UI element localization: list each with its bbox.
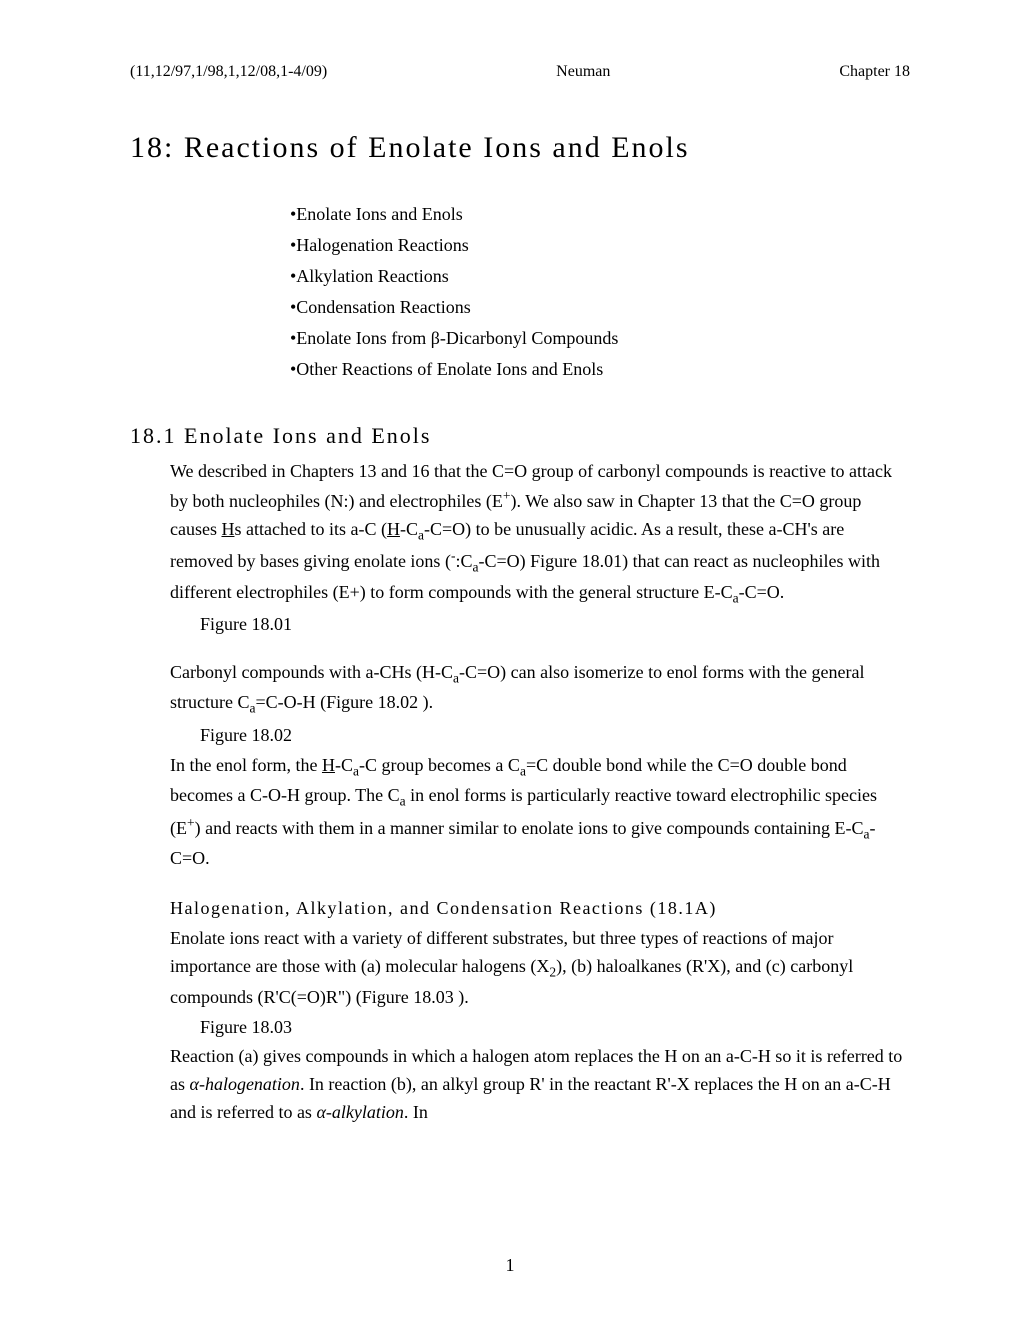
- toc-item: •Halogenation Reactions: [290, 232, 910, 260]
- toc-item: •Condensation Reactions: [290, 294, 910, 322]
- text: -C: [400, 519, 418, 539]
- toc-item: •Alkylation Reactions: [290, 263, 910, 291]
- text: -C: [335, 755, 353, 775]
- figure-ref-2: Figure 18.02: [200, 722, 910, 750]
- table-of-contents: •Enolate Ions and Enols •Halogenation Re…: [290, 201, 910, 383]
- page-header: (11,12/97,1/98,1,12/08,1-4/09) Neuman Ch…: [130, 60, 910, 85]
- body-text: We described in Chapters 13 and 16 that …: [170, 458, 910, 1127]
- text: :C: [455, 551, 472, 571]
- subsection-heading: Halogenation, Alkylation, and Condensati…: [170, 895, 910, 923]
- figure-ref-1: Figure 18.01: [200, 611, 910, 639]
- figure-ref-3: Figure 18.03: [200, 1014, 910, 1042]
- paragraph-1: We described in Chapters 13 and 16 that …: [170, 458, 910, 609]
- header-right: Chapter 18: [839, 60, 910, 85]
- paragraph-2: Carbonyl compounds with a-CHs (H-Ca-C=O)…: [170, 659, 910, 720]
- chapter-title: 18: Reactions of Enolate Ions and Enols: [130, 125, 910, 172]
- superscript-plus: +: [503, 488, 511, 503]
- section-heading: 18.1 Enolate Ions and Enols: [130, 419, 910, 453]
- page-number: 1: [0, 1252, 1020, 1280]
- text: s attached to its a-C (: [234, 519, 386, 539]
- paragraph-4: Enolate ions react with a variety of dif…: [170, 925, 910, 1011]
- paragraph-5: Reaction (a) gives compounds in which a …: [170, 1043, 910, 1127]
- italic-term: α-alkylation: [316, 1102, 403, 1122]
- header-center: Neuman: [556, 60, 610, 85]
- toc-item: •Enolate Ions and Enols: [290, 201, 910, 229]
- italic-term: α-halogenation: [190, 1074, 300, 1094]
- underline-H: H: [387, 519, 400, 539]
- paragraph-3: In the enol form, the H-Ca-C group becom…: [170, 752, 910, 873]
- text: =C-O-H (Figure 18.02 ).: [255, 692, 433, 712]
- text: In the enol form, the: [170, 755, 322, 775]
- header-left: (11,12/97,1/98,1,12/08,1-4/09): [130, 60, 327, 85]
- toc-item: •Enolate Ions from β-Dicarbonyl Compound…: [290, 325, 910, 353]
- text: . In: [404, 1102, 428, 1122]
- underline-H: H: [221, 519, 234, 539]
- text: Carbonyl compounds with a-CHs (H-C: [170, 662, 453, 682]
- toc-item: •Other Reactions of Enolate Ions and Eno…: [290, 356, 910, 384]
- text: ) and reacts with them in a manner simil…: [195, 818, 864, 838]
- text: -C=O.: [739, 582, 785, 602]
- underline-H: H: [322, 755, 335, 775]
- text: -C group becomes a C: [359, 755, 520, 775]
- superscript-plus: +: [187, 815, 195, 830]
